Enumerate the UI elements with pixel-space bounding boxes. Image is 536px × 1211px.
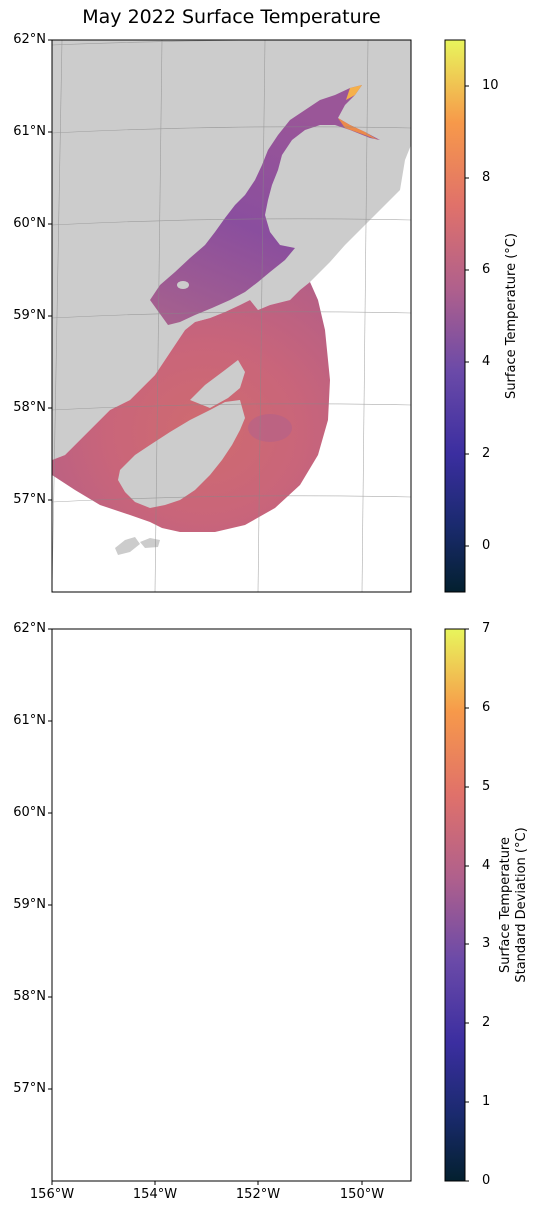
colorbar-label: Surface Temperature Standard Deviation (… [498,800,532,1010]
lat-label-61: 61°N [13,124,46,139]
lat-label-60: 60°N [13,216,46,231]
colorbar-tick-label: 0 [482,538,491,553]
lat-label-57: 57°N [13,492,46,507]
colorbar-tick-label: 1 [482,1094,491,1109]
colorbar-tick-label: 8 [482,170,491,185]
graticule [52,40,411,592]
lat-label-59: 59°N [13,308,46,323]
temperature-field-inlet [150,85,380,325]
lat-label-59: 59°N [13,897,46,912]
colorbar-ticks [465,85,469,547]
colorbar-tick-label: 6 [482,262,491,277]
colorbar-tick-label: 5 [482,779,491,794]
colorbar-tick-label: 4 [482,354,491,369]
colorbar-tick-label: 7 [482,621,491,636]
colorbar [444,628,466,1182]
lat-label-60: 60°N [13,805,46,820]
temperature-map [48,39,469,593]
lon-label-152: 152°W [235,1187,281,1202]
colorbar-tick-label: 2 [482,446,491,461]
colorbar-tick-label: 2 [482,1015,491,1030]
colorbar-label-line2: Standard Deviation (°C) [514,827,529,983]
colorbar-tick-label: 3 [482,936,491,951]
figure-title: May 2022 Surface Temperature [82,6,381,28]
lat-label-62: 62°N [13,32,46,47]
lat-label-62: 62°N [13,621,46,636]
colorbar-tick-label: 6 [482,700,491,715]
lat-label-57: 57°N [13,1081,46,1096]
lat-label-61: 61°N [13,713,46,728]
colorbar-label: Surface Temperature (°C) [504,233,519,399]
lon-label-156: 156°W [29,1187,75,1202]
lat-label-58: 58°N [13,989,46,1004]
lon-label-150: 150°W [339,1187,385,1202]
lon-label-154: 154°W [132,1187,178,1202]
lat-label-58: 58°N [13,400,46,415]
std-deviation-map [48,628,469,1185]
colorbar-label-line1: Surface Temperature [498,837,513,974]
colorbar [444,39,466,593]
colorbar-tick-label: 4 [482,858,491,873]
land-small-islands [115,537,160,555]
colorbar-tick-label: 10 [482,78,499,93]
colorbar-tick-label: 0 [482,1173,491,1188]
